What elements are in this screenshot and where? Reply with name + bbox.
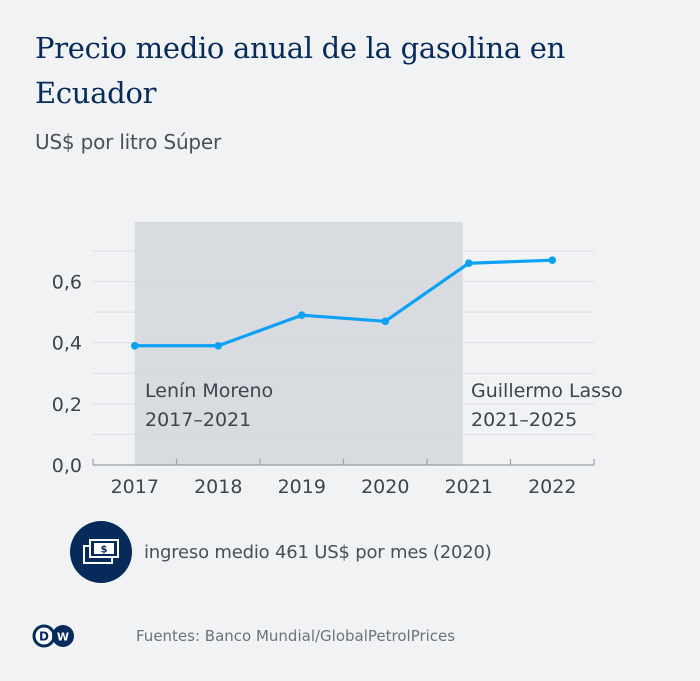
annotation-moreno-period: 2017–2021 — [145, 409, 251, 431]
series-line — [133, 258, 554, 348]
data-point-2018 — [214, 341, 223, 350]
data-point-2022 — [548, 256, 557, 264]
money-bills-icon: $ — [70, 521, 132, 583]
dw-logo-icon: D W — [32, 624, 74, 648]
data-point-2021 — [464, 259, 473, 268]
y-tick-label: 0,2 — [52, 394, 82, 416]
svg-text:D: D — [39, 630, 49, 644]
x-axis — [92, 459, 595, 466]
svg-text:W: W — [57, 631, 69, 644]
x-axis-labels: 2017 2018 2019 2020 2021 2022 — [111, 476, 577, 498]
x-tick-label: 2019 — [278, 476, 326, 498]
y-axis-labels: 0,0 0,2 0,4 0,6 — [52, 272, 82, 477]
svg-text:$: $ — [101, 545, 108, 556]
x-tick-label: 2022 — [528, 476, 576, 498]
chart-title: Precio medio anual de la gasolina en Ecu… — [35, 31, 566, 110]
line-chart: 0,0 0,2 0,4 0,6 2017 2018 2019 2020 2021 2022 Le… — [52, 222, 623, 498]
source-note: Fuentes: Banco Mundial/GlobalPetrolPrice… — [136, 627, 456, 645]
data-point-2019 — [297, 311, 306, 320]
x-tick-label: 2018 — [194, 476, 242, 498]
footer: D W Fuentes: Banco Mundial/GlobalPetrolP… — [32, 624, 455, 648]
data-point-2020 — [381, 317, 390, 326]
x-tick-label: 2021 — [445, 476, 493, 498]
y-tick-label: 0,4 — [52, 333, 82, 355]
x-tick-label: 2017 — [111, 476, 159, 498]
gridlines — [93, 250, 594, 435]
income-text: ingreso medio 461 US$ por mes (2020) — [144, 541, 492, 563]
data-point-2017 — [130, 341, 139, 350]
presidency-band-moreno — [134, 222, 463, 465]
y-tick-label: 0,6 — [52, 272, 82, 294]
annotation-moreno-name: Lenín Moreno — [145, 380, 273, 402]
chart-subtitle: US$ por litro Súper — [35, 130, 222, 154]
x-tick-label: 2020 — [361, 476, 409, 498]
annotation-lasso-name: Guillermo Lasso — [471, 380, 623, 402]
price-series — [130, 256, 557, 350]
annotation-lasso-period: 2021–2025 — [471, 409, 577, 431]
income-info: $ ingreso medio 461 US$ por mes (2020) — [70, 521, 492, 583]
y-tick-label: 0,0 — [52, 455, 82, 477]
